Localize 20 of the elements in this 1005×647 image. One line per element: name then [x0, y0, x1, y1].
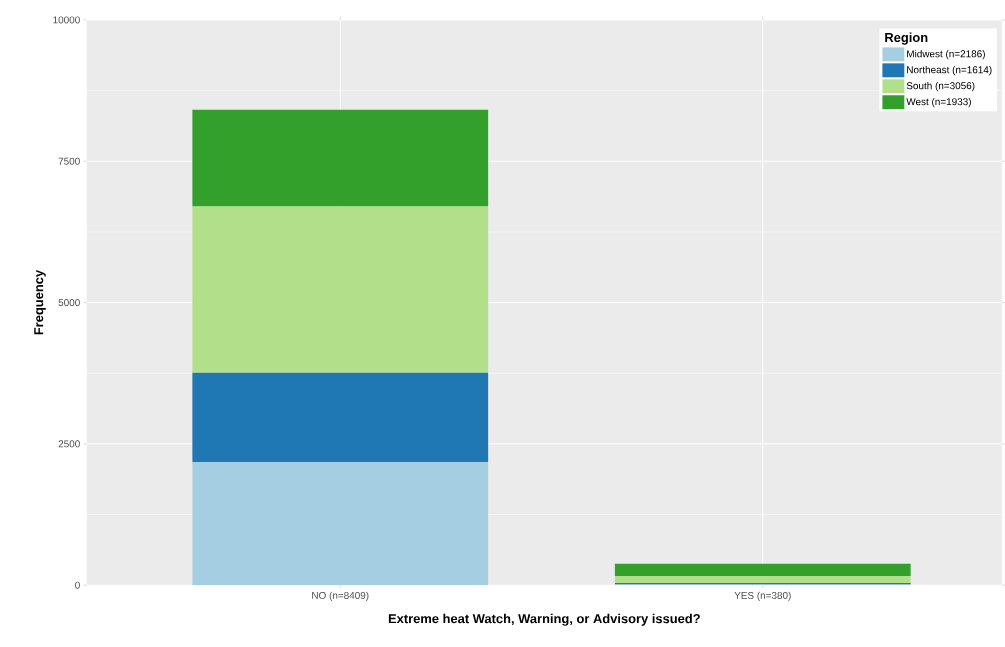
legend-label: South (n=3056) [906, 81, 975, 92]
y-tick-label: 0 [75, 581, 80, 589]
x-tick-label: YES (n=380) [734, 591, 791, 601]
y-axis-title: Frequency [34, 269, 46, 335]
y-tick-label: 5000 [58, 299, 80, 307]
y-tick-label: 2500 [58, 440, 80, 448]
bar [192, 372, 489, 462]
y-tick-label: 10000 [53, 16, 80, 24]
bar [614, 563, 911, 577]
y-tick-label: 7500 [58, 157, 80, 165]
legend-label: West (n=1933) [906, 97, 971, 108]
legend-title: Region [885, 32, 928, 45]
bar [192, 461, 489, 586]
legend-label: Midwest (n=2186) [907, 50, 985, 60]
legend-label: Northeast (n=1614) [907, 65, 992, 76]
bar [192, 109, 489, 207]
bar [614, 576, 911, 583]
x-axis-title: Extreme heat Watch, Warning, or Advisory issued? [388, 613, 700, 626]
bar [192, 206, 489, 373]
x-tick-label: NO (n=8409) [312, 591, 369, 601]
